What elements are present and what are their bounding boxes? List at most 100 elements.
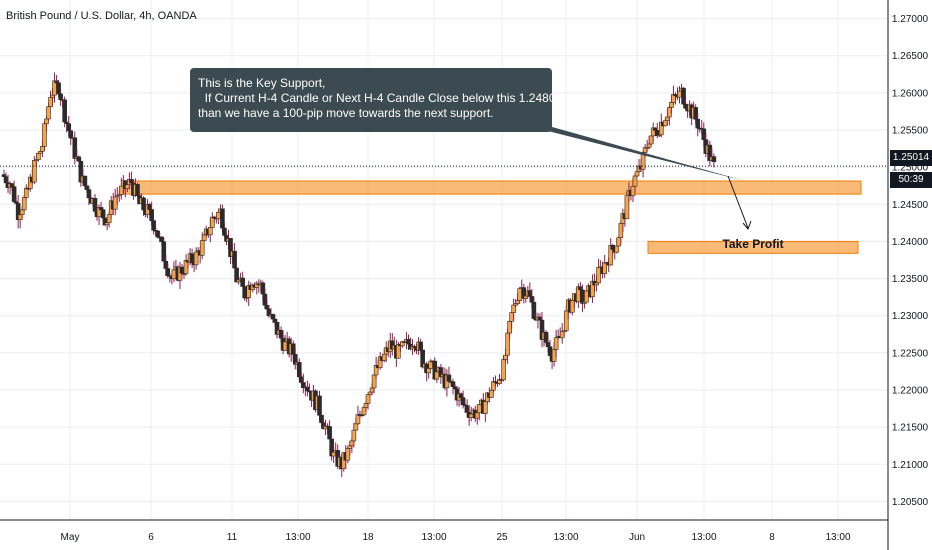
candle-body bbox=[515, 300, 521, 304]
candle-body bbox=[711, 156, 717, 163]
candle-body bbox=[537, 316, 543, 321]
candle-body bbox=[594, 282, 599, 286]
candle-body bbox=[624, 195, 630, 220]
x-tick-label: Jun bbox=[629, 532, 645, 543]
candle-body bbox=[92, 198, 98, 212]
candle-body bbox=[210, 216, 215, 228]
candle-body bbox=[683, 103, 688, 109]
candle-body bbox=[104, 222, 110, 226]
candle-body bbox=[11, 186, 17, 202]
candle-body bbox=[82, 175, 88, 187]
x-tick-label: 8 bbox=[769, 532, 775, 543]
y-tick-label: 1.20500 bbox=[892, 497, 929, 508]
x-tick-label: 13:00 bbox=[691, 532, 716, 543]
candle-body bbox=[345, 448, 351, 461]
candle-body bbox=[220, 208, 225, 229]
candle-body bbox=[62, 99, 67, 123]
candle-body bbox=[434, 371, 440, 380]
candle-body bbox=[86, 189, 92, 199]
candle-body bbox=[426, 368, 432, 374]
x-tick-label: 11 bbox=[227, 532, 238, 543]
candle-body bbox=[272, 318, 278, 323]
candle-body bbox=[129, 179, 134, 184]
candle-body bbox=[278, 329, 284, 339]
candle-body bbox=[46, 106, 51, 120]
candle-body bbox=[68, 130, 74, 139]
candle-body bbox=[363, 403, 369, 408]
candle-body bbox=[648, 135, 654, 145]
candle-body bbox=[632, 175, 638, 187]
y-tick-label: 1.23000 bbox=[892, 311, 929, 322]
candle-body bbox=[54, 80, 59, 84]
candle-body bbox=[207, 227, 213, 236]
candle-body bbox=[681, 87, 686, 105]
candle-body bbox=[36, 152, 41, 161]
candle-body bbox=[371, 374, 377, 389]
candle-body bbox=[1, 174, 7, 177]
candle-body bbox=[23, 187, 29, 198]
candle-body bbox=[369, 387, 375, 393]
candle-body bbox=[665, 116, 670, 121]
candle-body bbox=[616, 237, 622, 247]
candle-body bbox=[511, 304, 516, 313]
y-tick-label: 1.26000 bbox=[892, 88, 929, 99]
chart-header-title: British Pound / U.S. Dollar, 4h, OANDA bbox=[6, 10, 197, 22]
candle-body bbox=[232, 250, 237, 269]
candle-body bbox=[663, 120, 668, 127]
candle-body bbox=[141, 197, 146, 211]
candle-body bbox=[242, 286, 247, 299]
candle-body bbox=[161, 241, 167, 262]
candle-body bbox=[517, 288, 523, 301]
candle-body bbox=[652, 127, 658, 131]
candle-body bbox=[98, 207, 104, 211]
candle-body bbox=[42, 123, 47, 147]
candle-body bbox=[305, 386, 310, 392]
x-tick-label: 13:00 bbox=[825, 532, 850, 543]
candle-body bbox=[199, 240, 205, 256]
take-profit-label: Take Profit bbox=[722, 237, 784, 251]
candle-body bbox=[155, 230, 161, 238]
candle-body bbox=[551, 349, 557, 362]
candle-body bbox=[563, 310, 569, 332]
candle-body bbox=[464, 405, 470, 413]
candle-body bbox=[396, 343, 401, 359]
candle-body bbox=[406, 338, 411, 345]
candle-body bbox=[491, 381, 496, 391]
key-support-callout[interactable]: This is the Key Support, If Current H-4 … bbox=[190, 68, 566, 132]
candle-body bbox=[693, 107, 698, 120]
candle-body bbox=[618, 223, 624, 238]
candle-body bbox=[40, 146, 45, 152]
candle-body bbox=[349, 440, 355, 447]
candle-body bbox=[596, 267, 601, 284]
y-tick-label: 1.21000 bbox=[892, 460, 929, 471]
candle-body bbox=[365, 394, 371, 404]
callout-pointer bbox=[545, 125, 745, 181]
x-tick-label: 25 bbox=[496, 532, 508, 543]
candle-body bbox=[353, 423, 359, 431]
x-tick-label: 18 bbox=[362, 532, 374, 543]
candle-body bbox=[189, 253, 195, 264]
x-tick-label: 6 bbox=[148, 532, 154, 543]
y-tick-label: 1.22000 bbox=[892, 386, 929, 397]
candle-body bbox=[317, 395, 322, 416]
y-tick-label: 1.22500 bbox=[892, 348, 929, 359]
candle-body bbox=[163, 260, 169, 269]
candle-body bbox=[529, 296, 535, 303]
candle-body bbox=[222, 227, 227, 236]
candle-body bbox=[505, 332, 510, 356]
candle-body bbox=[527, 290, 533, 297]
candle-body bbox=[446, 374, 452, 382]
candle-body bbox=[367, 391, 373, 396]
candle-body bbox=[630, 185, 636, 197]
candle-body bbox=[523, 295, 529, 299]
candle-body bbox=[262, 293, 268, 306]
candle-body bbox=[580, 289, 585, 304]
candle-body bbox=[125, 184, 130, 189]
x-tick-label: 13:00 bbox=[421, 532, 446, 543]
candle-body bbox=[476, 404, 482, 414]
candle-body bbox=[474, 412, 480, 419]
candle-body bbox=[584, 290, 589, 303]
candle-body bbox=[331, 451, 336, 457]
candle-body bbox=[17, 214, 23, 221]
